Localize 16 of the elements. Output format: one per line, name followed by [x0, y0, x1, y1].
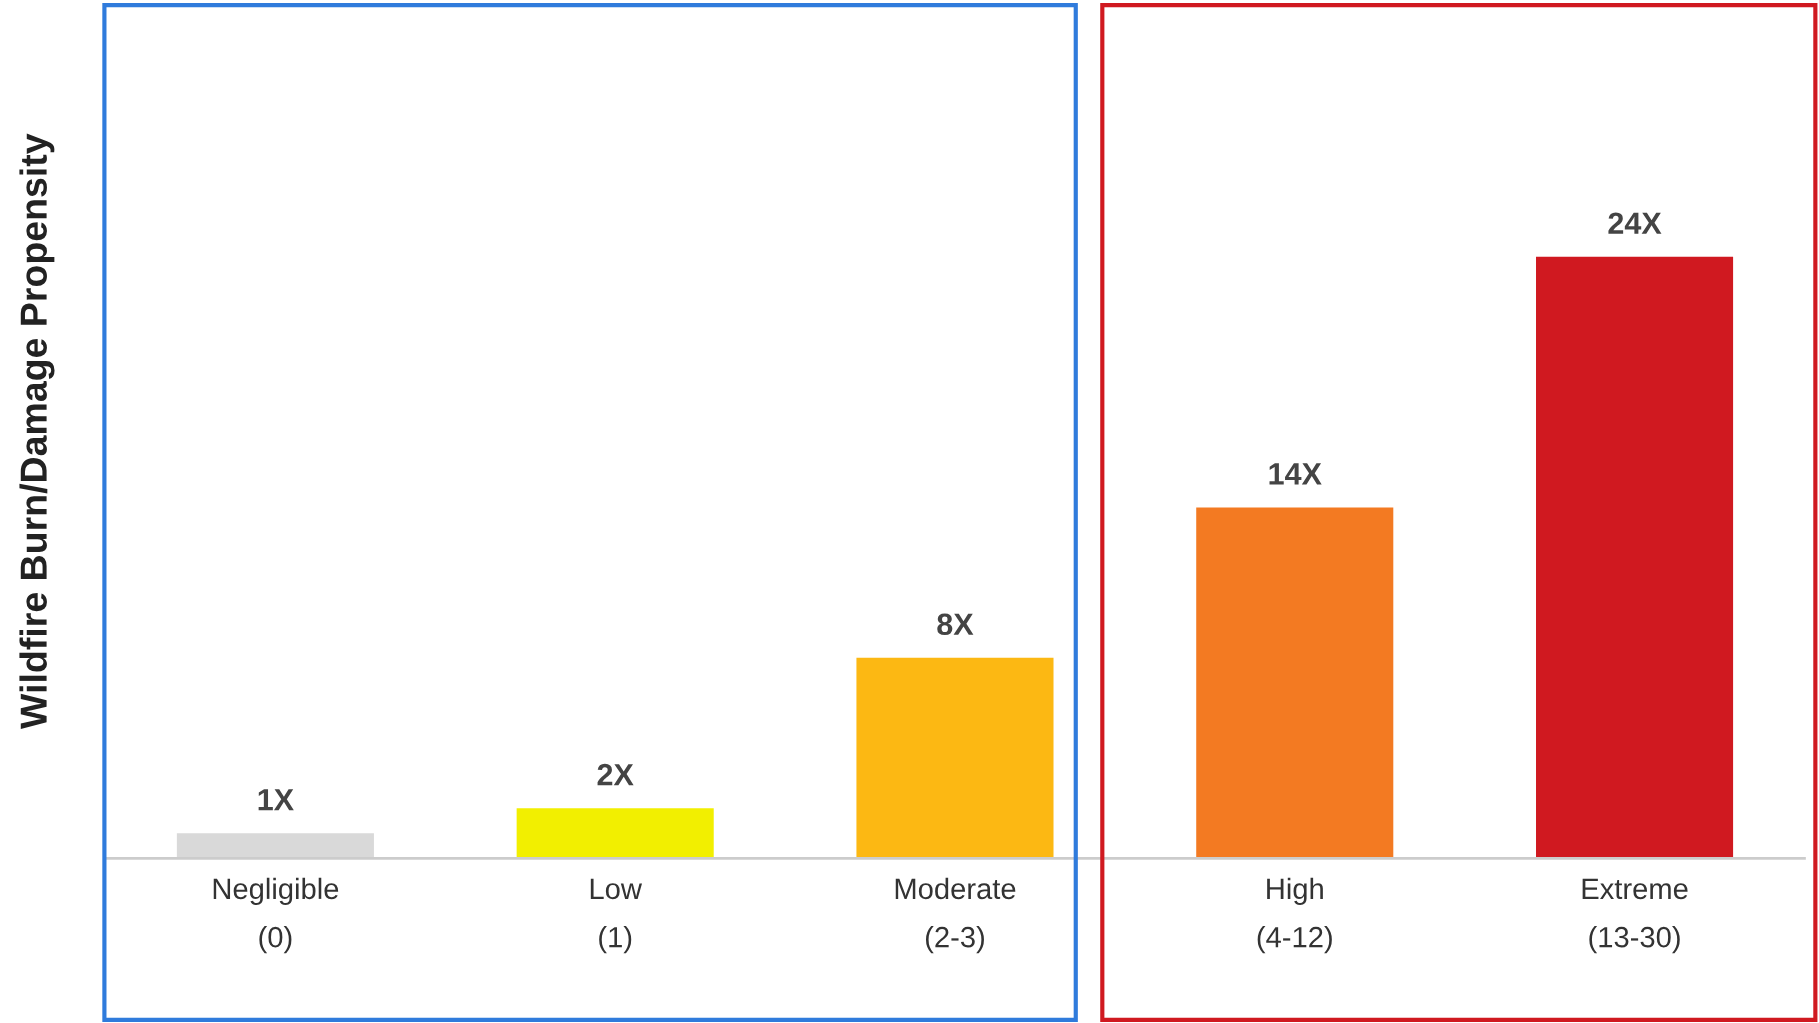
bar [856, 657, 1054, 859]
bar [1536, 256, 1734, 859]
bar [1196, 507, 1394, 859]
data-label: 14X [1269, 463, 1322, 485]
data-label: 2X [597, 763, 634, 786]
x-tick-label: Low (1) [590, 878, 643, 954]
data-label: 1X [258, 789, 294, 811]
x-tick-label: Moderate (2-3) [895, 877, 1016, 954]
data-label: 8X [937, 613, 974, 636]
x-tick-label: High (4-12) [1257, 877, 1332, 954]
y-axis-title: Wildfire Burn/Damage Propensity [19, 133, 55, 729]
x-tick-label: Extreme (13-30) [1582, 878, 1688, 954]
bar [516, 808, 714, 859]
x-tick-label: Negligible (0) [213, 877, 339, 954]
bar [176, 833, 374, 859]
data-label: 24X [1608, 212, 1662, 234]
